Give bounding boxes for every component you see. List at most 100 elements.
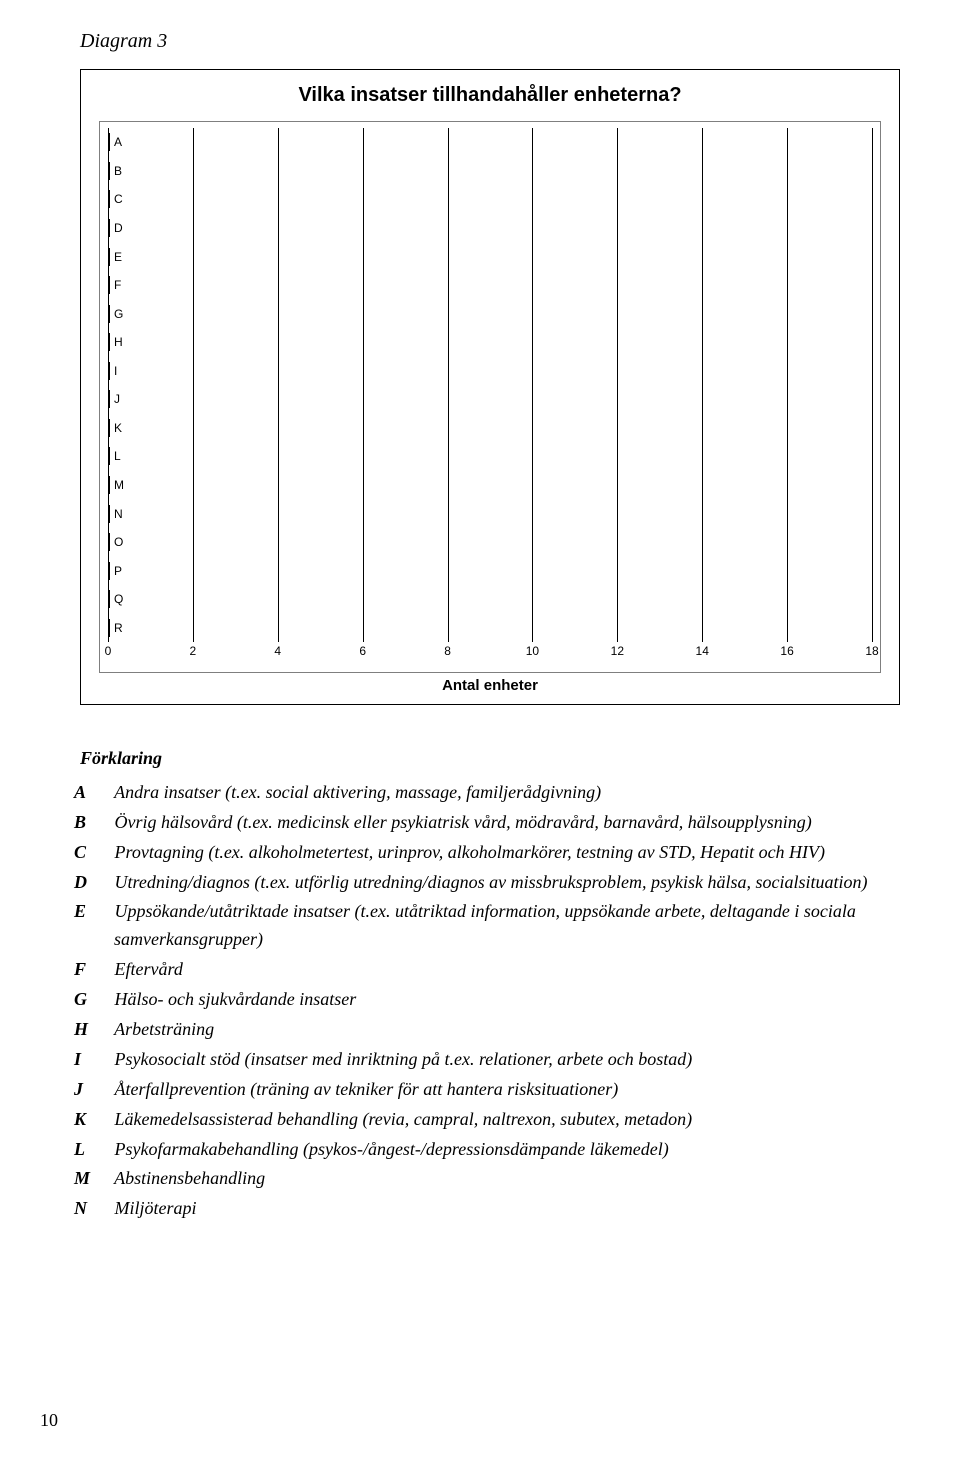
bar — [108, 390, 110, 408]
x-tick-label: 0 — [105, 644, 112, 658]
bar — [108, 248, 110, 266]
legend-item: H Arbetsträning — [80, 1016, 900, 1044]
x-tick-label: 10 — [526, 644, 539, 658]
bar-row: J — [108, 390, 120, 408]
gridline — [787, 128, 788, 642]
bar-label: K — [114, 421, 122, 435]
legend-item: L Psykofarmakabehandling (psykos-/ångest… — [80, 1136, 900, 1164]
gridline — [193, 128, 194, 642]
legend-item-text: Miljöterapi — [110, 1198, 197, 1218]
bar-label: P — [114, 564, 122, 578]
legend-item-text: Läkemedelsassisterad behandling (revia, … — [110, 1109, 692, 1129]
legend-item-text: Arbetsträning — [110, 1019, 214, 1039]
bar — [108, 219, 110, 237]
x-tick-label: 2 — [190, 644, 197, 658]
legend-item: A Andra insatser (t.ex. social aktiverin… — [80, 779, 900, 807]
bar-row: F — [108, 276, 121, 294]
legend-item-key: F — [94, 956, 110, 984]
bar-label: E — [114, 250, 122, 264]
bar-row: R — [108, 619, 123, 637]
legend-item: G Hälso- och sjukvårdande insatser — [80, 986, 900, 1014]
bar — [108, 162, 110, 180]
legend-item-text: Övrig hälsovård (t.ex. medicinsk eller p… — [110, 812, 812, 832]
bar-label: O — [114, 535, 123, 549]
gridline — [872, 128, 873, 642]
legend-item-text: Psykofarmakabehandling (psykos-/ångest-/… — [110, 1139, 669, 1159]
legend-item: K Läkemedelsassisterad behandling (revia… — [80, 1106, 900, 1134]
page: Diagram 3 Vilka insatser tillhandahåller… — [0, 0, 960, 1461]
bar-label: H — [114, 335, 123, 349]
bar-row: A — [108, 133, 122, 151]
bar-row: P — [108, 562, 122, 580]
gridline — [448, 128, 449, 642]
legend-item-text: Eftervård — [110, 959, 183, 979]
legend-item-text: Provtagning (t.ex. alkoholmetertest, uri… — [110, 842, 825, 862]
legend-items: A Andra insatser (t.ex. social aktiverin… — [80, 779, 900, 1223]
legend-item-key: L — [94, 1136, 110, 1164]
bar-label: J — [114, 392, 120, 406]
bar-row: O — [108, 533, 123, 551]
bar — [108, 419, 110, 437]
bar — [108, 619, 110, 637]
bar-row: Q — [108, 590, 123, 608]
legend-item-key: I — [94, 1046, 110, 1074]
plot-frame: 024681012141618ABCDEFGHIJKLMNOPQR — [99, 121, 881, 673]
x-tick-label: 8 — [444, 644, 451, 658]
bar-row: I — [108, 362, 117, 380]
legend-item-key: B — [94, 809, 110, 837]
gridline — [532, 128, 533, 642]
bar — [108, 305, 110, 323]
bar — [108, 362, 110, 380]
bar — [108, 333, 110, 351]
plot-area: 024681012141618ABCDEFGHIJKLMNOPQR — [108, 128, 872, 668]
x-tick-label: 6 — [359, 644, 366, 658]
bar-label: C — [114, 192, 123, 206]
legend-item-key: G — [94, 986, 110, 1014]
bar-label: D — [114, 221, 123, 235]
bar-row: H — [108, 333, 123, 351]
bar — [108, 476, 110, 494]
legend-item: M Abstinensbehandling — [80, 1165, 900, 1193]
gridline — [278, 128, 279, 642]
bar — [108, 562, 110, 580]
legend-item-text: Psykosocialt stöd (insatser med inriktni… — [110, 1049, 692, 1069]
bar-row: E — [108, 248, 122, 266]
legend-item-key: C — [94, 839, 110, 867]
bar-row: G — [108, 305, 123, 323]
legend-item: B Övrig hälsovård (t.ex. medicinsk eller… — [80, 809, 900, 837]
legend-item-text: Abstinensbehandling — [110, 1168, 265, 1188]
legend-item: C Provtagning (t.ex. alkoholmetertest, u… — [80, 839, 900, 867]
legend-item-key: J — [94, 1076, 110, 1104]
bar-row: B — [108, 162, 122, 180]
page-number: 10 — [40, 1410, 58, 1431]
legend-item: F Eftervård — [80, 956, 900, 984]
bar-label: F — [114, 278, 121, 292]
bar-label: M — [114, 478, 124, 492]
chart-title: Vilka insatser tillhandahåller enheterna… — [99, 84, 881, 107]
bar — [108, 590, 110, 608]
legend-item-key: A — [94, 779, 110, 807]
legend-item-text: Andra insatser (t.ex. social aktivering,… — [110, 782, 601, 802]
bar — [108, 133, 110, 151]
gridline — [617, 128, 618, 642]
chart-container: Vilka insatser tillhandahåller enheterna… — [80, 69, 900, 705]
bar-label: N — [114, 507, 123, 521]
legend-item-key: M — [94, 1165, 110, 1193]
legend-item: I Psykosocialt stöd (insatser med inrikt… — [80, 1046, 900, 1074]
legend: Förklaring A Andra insatser (t.ex. socia… — [80, 745, 900, 1223]
bar-row: L — [108, 447, 121, 465]
bar — [108, 190, 110, 208]
bar-label: B — [114, 164, 122, 178]
legend-heading: Förklaring — [80, 745, 900, 773]
bar-row: C — [108, 190, 123, 208]
bar-row: M — [108, 476, 124, 494]
legend-item: N Miljöterapi — [80, 1195, 900, 1223]
bar-label: R — [114, 621, 123, 635]
x-ticks: 024681012141618 — [108, 644, 872, 660]
legend-item-text: Hälso- och sjukvårdande insatser — [110, 989, 356, 1009]
bar-label: L — [114, 449, 121, 463]
x-tick-label: 14 — [696, 644, 709, 658]
x-tick-label: 4 — [274, 644, 281, 658]
bar-label: G — [114, 307, 123, 321]
bar — [108, 533, 110, 551]
